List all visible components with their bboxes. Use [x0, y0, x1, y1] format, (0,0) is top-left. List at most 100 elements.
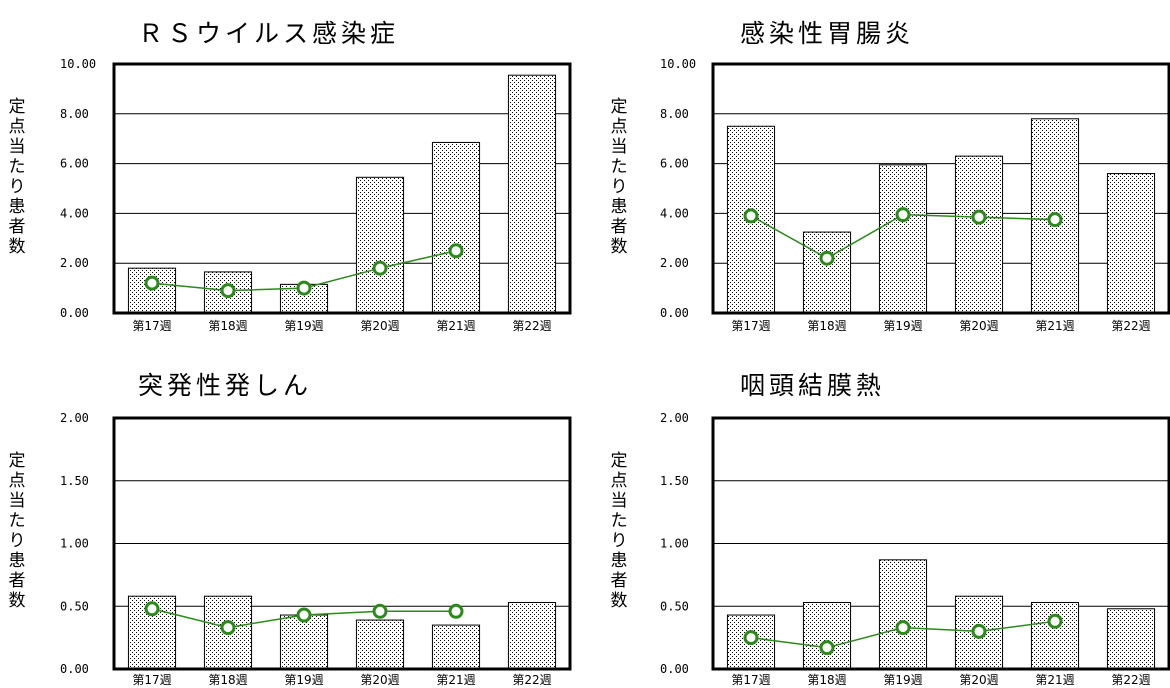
x-tick-label: 第19週	[284, 319, 323, 333]
y-axis-label-char: り	[611, 531, 628, 551]
y-axis-label-char: 患	[9, 551, 26, 571]
y-axis-label-char: 数	[9, 591, 26, 611]
x-tick-label: 第21週	[436, 673, 475, 687]
x-tick-label: 第20週	[959, 673, 998, 687]
line-marker	[144, 601, 160, 617]
x-tick-label: 第18週	[807, 319, 846, 333]
x-tick-label: 第20週	[360, 319, 399, 333]
y-tick-label: 1.00	[660, 537, 689, 551]
y-tick-label: 1.50	[60, 474, 89, 488]
bar	[802, 231, 852, 314]
y-tick-label: 10.00	[660, 57, 696, 71]
chart-title: 咽頭結膜熱	[740, 371, 885, 400]
y-tick-label: 0.00	[660, 662, 689, 676]
x-tick-label: 第17週	[731, 319, 770, 333]
y-tick-label: 8.00	[60, 107, 89, 121]
line-marker	[895, 207, 911, 223]
y-axis-label-char: 患	[9, 197, 26, 217]
y-axis-label-char: た	[611, 511, 628, 531]
y-axis-label-char: 者	[9, 217, 26, 237]
y-axis-label-char: 者	[611, 571, 628, 591]
y-tick-label: 2.00	[60, 256, 89, 270]
x-tick-label: 第21週	[1035, 319, 1074, 333]
line-marker	[819, 250, 835, 266]
bar	[355, 176, 405, 314]
line-marker	[448, 603, 464, 619]
x-tick-label: 第17週	[132, 673, 171, 687]
y-tick-label: 6.00	[660, 157, 689, 171]
plot-frame	[711, 416, 1170, 671]
y-axis-label-char: 点	[611, 471, 628, 491]
line-marker	[895, 620, 911, 636]
line-marker	[971, 209, 987, 225]
y-tick-label: 10.00	[60, 57, 96, 71]
y-axis-label-char: 当	[611, 491, 628, 511]
y-axis-label-char: 患	[611, 551, 628, 571]
line-marker	[971, 623, 987, 639]
y-axis-label-char: 定	[9, 451, 26, 471]
plot-frame	[711, 62, 1170, 315]
x-tick-label: 第19週	[284, 673, 323, 687]
line-marker	[220, 620, 236, 636]
y-tick-label: 1.00	[60, 537, 89, 551]
y-axis-label-char: 当	[9, 491, 26, 511]
line-marker	[144, 275, 160, 291]
y-tick-label: 4.00	[60, 206, 89, 220]
line-marker	[1047, 613, 1063, 629]
chart-title: 感染性胃腸炎	[740, 19, 914, 48]
x-tick-label: 第20週	[959, 319, 998, 333]
chart-title: ＲＳウイルス感染症	[138, 19, 399, 48]
y-axis-label-char: 数	[611, 237, 628, 257]
x-tick-label: 第18週	[208, 673, 247, 687]
y-axis-label-char: り	[9, 531, 26, 551]
y-axis-label-char: た	[9, 157, 26, 177]
y-axis-label-char: 数	[9, 237, 26, 257]
x-tick-label: 第22週	[512, 319, 551, 333]
line-marker	[296, 280, 312, 296]
y-axis-label-char: り	[611, 177, 628, 197]
y-axis-label-char: 定	[611, 97, 628, 117]
line-marker	[372, 603, 388, 619]
x-tick-label: 第21週	[1035, 673, 1074, 687]
x-tick-label: 第18週	[208, 319, 247, 333]
x-tick-label: 第22週	[1111, 673, 1150, 687]
plot-frame	[112, 416, 572, 671]
bar	[507, 74, 557, 314]
bar	[954, 155, 1004, 314]
y-tick-label: 0.00	[60, 662, 89, 676]
x-tick-label: 第20週	[360, 673, 399, 687]
y-tick-label: 8.00	[660, 107, 689, 121]
y-axis-label-char: 当	[611, 137, 628, 157]
y-tick-label: 6.00	[60, 157, 89, 171]
y-tick-label: 4.00	[660, 206, 689, 220]
x-tick-label: 第17週	[132, 319, 171, 333]
bar	[802, 601, 852, 670]
line-marker	[448, 243, 464, 259]
y-axis-label-char: た	[9, 511, 26, 531]
y-tick-label: 0.00	[60, 306, 89, 320]
x-tick-label: 第19週	[883, 319, 922, 333]
line-marker	[819, 640, 835, 656]
y-tick-label: 0.00	[660, 306, 689, 320]
line-marker	[220, 283, 236, 299]
y-axis-label-char: た	[611, 157, 628, 177]
y-tick-label: 0.50	[60, 599, 89, 613]
line-marker	[743, 630, 759, 646]
plot-frame	[112, 62, 572, 315]
bar	[507, 601, 557, 670]
y-axis-label-char: 定	[9, 97, 26, 117]
bar	[1106, 173, 1156, 314]
chart-title: 突発性発しん	[138, 371, 312, 400]
x-tick-label: 第21週	[436, 319, 475, 333]
y-axis-label-char: 当	[9, 137, 26, 157]
y-axis-label-char: 患	[611, 197, 628, 217]
line-marker	[743, 208, 759, 224]
y-axis-label-char: 点	[9, 117, 26, 137]
bar	[1030, 601, 1080, 670]
y-tick-label: 2.00	[660, 411, 689, 425]
y-axis-label-char: 者	[9, 571, 26, 591]
y-tick-label: 0.50	[660, 599, 689, 613]
line-marker	[296, 607, 312, 623]
y-axis-label-char: 数	[611, 591, 628, 611]
